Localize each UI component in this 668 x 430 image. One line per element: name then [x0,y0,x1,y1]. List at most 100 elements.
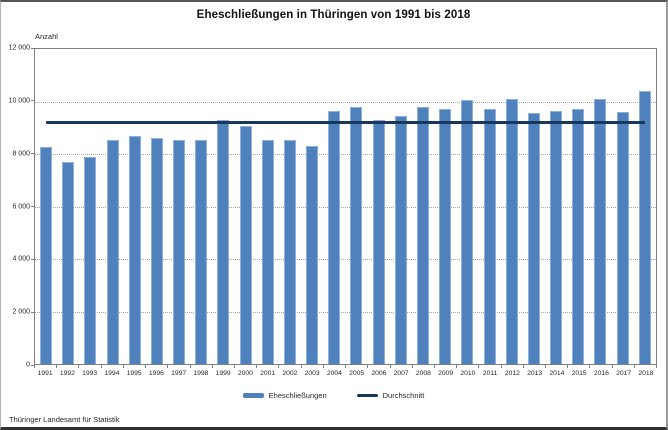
x-label-2007: 2007 [393,370,409,377]
bar-slot-1993 [79,49,101,364]
bar-slot-2016 [589,49,611,364]
bar-slot-1996 [146,49,168,364]
bar-2013 [527,113,540,364]
bar-slot-2012 [501,49,523,364]
x-label-1993: 1993 [82,370,98,377]
bar-slot-2003 [301,49,323,364]
x-tick-1997 [168,365,191,368]
x-tick-1996 [146,365,169,368]
y-tick-mark-10000 [31,100,34,102]
bar-2005 [350,106,363,364]
bar-2000 [239,126,252,364]
bar-slot-2014 [545,49,567,364]
x-label-2018: 2018 [638,370,654,377]
x-tick-2003 [302,365,324,368]
bar-2018 [638,91,651,364]
bar-slot-2007 [390,49,412,364]
bar-slot-2004 [323,49,345,364]
x-tick-2000 [235,365,258,368]
y-tick-mark-0 [31,364,34,366]
bar-slot-1992 [57,49,79,364]
gridline-4000 [35,259,656,260]
x-tick-2017 [613,365,635,368]
x-tick-2011 [479,365,502,368]
bar-1995 [128,135,141,364]
bar-2012 [505,98,518,364]
x-tick-2018 [635,365,658,368]
y-axis-title: Anzahl [35,32,58,41]
bar-slot-2011 [478,49,500,364]
bar-slot-2010 [456,49,478,364]
x-tick-2005 [346,365,369,368]
bar-series [35,49,656,364]
legend: Eheschließungen Durchschnitt [1,391,666,400]
x-label-2006: 2006 [371,370,387,377]
bar-slot-2018 [634,49,656,364]
x-tick-2016 [590,365,613,368]
x-label-1995: 1995 [126,370,142,377]
bar-slot-2005 [345,49,367,364]
bar-slot-2000 [235,49,257,364]
y-tick-label-0: 0 [26,361,30,369]
bar-slot-1991 [35,49,57,364]
y-tick-mark-4000 [31,258,34,260]
y-tick-mark-12000 [31,47,34,49]
bar-1994 [106,139,119,364]
average-line [46,121,645,124]
bar-2017 [616,112,629,364]
bar-1997 [173,139,186,364]
bar-slot-1995 [124,49,146,364]
bar-series-swatch-icon [242,393,264,398]
x-tick-2012 [502,365,524,368]
legend-item-durchschnitt: Durchschnitt [356,391,425,400]
bar-1993 [84,156,97,364]
bar-1999 [217,119,230,364]
x-tick-2002 [279,365,302,368]
bar-slot-1997 [168,49,190,364]
x-tick-1994 [102,365,124,368]
x-label-2001: 2001 [260,370,276,377]
bar-2004 [328,110,341,364]
x-label-1992: 1992 [59,370,75,377]
x-label-2005: 2005 [349,370,365,377]
y-tick-label-6000: 6 000 [12,203,30,210]
bar-slot-2017 [611,49,633,364]
bar-1992 [62,161,75,364]
x-tick-2001 [257,365,280,368]
x-label-2015: 2015 [571,370,587,377]
x-label-2004: 2004 [326,370,342,377]
bar-2011 [483,109,496,364]
bar-2003 [306,146,319,364]
x-axis-ticks [34,365,658,368]
x-label-2012: 2012 [504,370,520,377]
bar-2016 [594,98,607,364]
bar-2006 [372,119,385,364]
bar-2015 [572,109,585,364]
x-label-2010: 2010 [460,370,476,377]
x-tick-1998 [191,365,213,368]
gridline-2000 [35,311,656,313]
y-tick-label-10000: 10 000 [8,97,30,105]
x-tick-2006 [368,365,391,368]
bar-slot-2013 [523,49,545,364]
bar-slot-2015 [567,49,589,364]
legend-label-durchschnitt: Durchschnitt [382,391,425,400]
x-label-2013: 2013 [527,370,543,377]
x-tick-1993 [79,365,102,368]
bar-2007 [394,115,407,364]
x-label-2003: 2003 [304,370,320,377]
bar-slot-1999 [212,49,234,364]
bar-slot-2006 [368,49,390,364]
bar-2008 [417,106,429,364]
x-label-1994: 1994 [104,370,120,377]
y-tick-label-4000: 4 000 [12,255,30,263]
gridline-6000 [35,206,656,208]
bar-slot-2002 [279,49,301,364]
legend-item-eheschliessungen: Eheschließungen [242,391,327,400]
x-label-2014: 2014 [549,370,565,377]
y-tick-mark-6000 [31,206,34,207]
x-tick-1991 [35,365,58,368]
x-label-2016: 2016 [593,370,609,377]
gridline-8000 [35,154,656,155]
